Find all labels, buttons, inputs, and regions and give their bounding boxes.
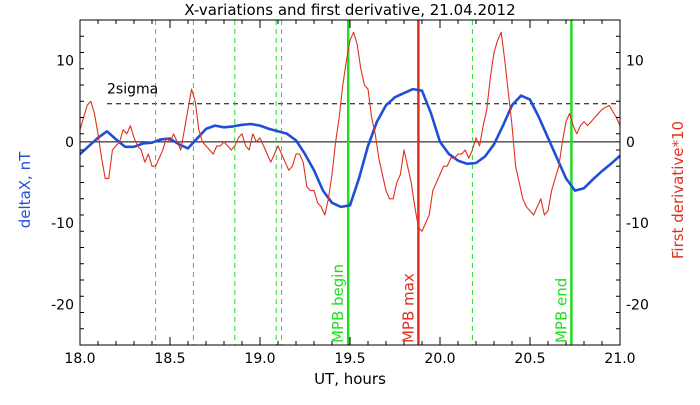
y-axis-label-left: deltaX, nT	[16, 151, 34, 228]
sigma-label: 2sigma	[107, 82, 158, 98]
y-tick-label-left: 10	[56, 54, 74, 70]
x-tick-label: 19.5	[334, 351, 365, 367]
y-tick-label-right: 10	[626, 54, 644, 70]
y-tick-label-right: -20	[626, 297, 649, 313]
y-tick-label-left: 0	[65, 135, 74, 151]
event-label-mpb-max: MPB max	[399, 273, 417, 343]
y-tick-label-right: -10	[626, 216, 649, 232]
series-line-deltaX	[79, 87, 621, 209]
y-axis-label-right: First derivative*10	[669, 121, 687, 259]
x-tick-label: 19.0	[244, 351, 275, 367]
event-label-mpb-end: MPB end	[552, 278, 570, 343]
x-tick-label: 18.5	[154, 351, 185, 367]
x-tick-label: 20.0	[424, 351, 455, 367]
chart-title: X-variations and first derivative, 21.04…	[184, 1, 515, 19]
x-tick-label: 18.0	[64, 351, 95, 367]
x-axis-label: UT, hours	[314, 370, 386, 388]
x-tick-label: 20.5	[514, 351, 545, 367]
plot-frame	[79, 19, 621, 346]
series-line-derivative	[79, 31, 621, 232]
x-tick-label: 21.0	[604, 351, 635, 367]
y-tick-label-right: 0	[626, 135, 635, 151]
y-tick-label-left: -10	[51, 216, 74, 232]
y-tick-label-left: -20	[51, 297, 74, 313]
event-label-mpb-begin: MPB begin	[329, 264, 347, 343]
